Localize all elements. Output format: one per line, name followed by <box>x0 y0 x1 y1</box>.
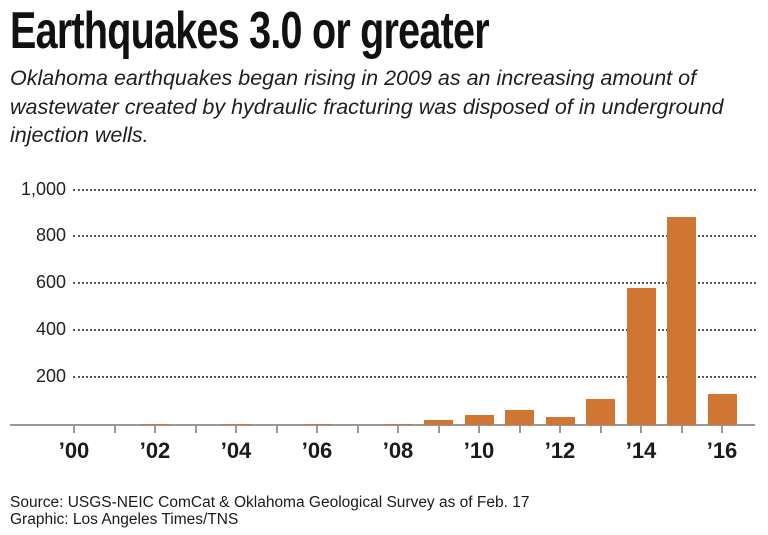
x-tick <box>356 426 359 433</box>
chart-title: Earthquakes 3.0 or greater <box>10 2 490 60</box>
credit-note: Graphic: Los Angeles Times/TNS <box>10 511 239 528</box>
x-tick-label: ’08 <box>382 438 414 463</box>
gridline-800 <box>73 235 756 238</box>
x-tick <box>397 426 399 433</box>
x-tick <box>235 426 237 433</box>
x-tick <box>437 426 440 433</box>
bar-2004 <box>221 423 251 425</box>
x-tick <box>721 426 723 433</box>
bar-2011 <box>505 410 534 425</box>
x-tick <box>154 426 156 433</box>
y-tick-label: 400 <box>35 319 66 340</box>
y-tick-label: 200 <box>35 366 66 387</box>
bar-2014 <box>626 288 656 425</box>
source-note: Source: USGS-NEIC ComCat & Oklahoma Geol… <box>10 494 530 511</box>
x-tick-label: ’02 <box>139 438 171 463</box>
bar-2006 <box>302 423 332 425</box>
bar-2010 <box>464 415 494 425</box>
y-tick-label: 1,000 <box>20 178 66 199</box>
x-tick <box>680 426 683 433</box>
chart-footer: Source: USGS-NEIC ComCat & Oklahoma Geol… <box>10 494 529 528</box>
x-tick <box>599 426 602 433</box>
bar-2013 <box>586 399 615 425</box>
x-tick <box>559 426 561 433</box>
x-tick <box>518 426 521 433</box>
x-tick-label: ’10 <box>463 438 495 463</box>
bar-2016 <box>707 394 737 425</box>
x-tick-label: ’04 <box>220 438 252 463</box>
x-tick-label: ’06 <box>301 438 333 463</box>
y-tick-label: 600 <box>35 272 66 293</box>
x-tick-label: ’12 <box>544 438 576 463</box>
bar-2012 <box>545 416 575 425</box>
x-tick-label: ’14 <box>625 438 657 463</box>
x-axis-line <box>10 424 755 426</box>
x-tick <box>316 426 318 433</box>
x-tick-label: ’16 <box>706 438 738 463</box>
x-tick <box>73 426 75 433</box>
x-tick <box>275 426 278 433</box>
bar-2008 <box>383 423 413 425</box>
x-tick <box>113 426 116 433</box>
gridline-400 <box>73 329 756 332</box>
x-tick-label: ’00 <box>58 438 90 463</box>
bar-2002 <box>140 423 170 425</box>
bar-2009 <box>424 420 453 425</box>
gridline-200 <box>73 376 756 379</box>
y-tick-label: 800 <box>35 225 66 246</box>
gridline-1000 <box>73 188 756 191</box>
gridline-600 <box>73 282 756 285</box>
x-tick <box>478 426 480 433</box>
bar-2015 <box>667 216 696 425</box>
x-tick <box>640 426 642 433</box>
chart-subtitle: Oklahoma earthquakes began rising in 200… <box>10 66 724 147</box>
x-tick <box>194 426 197 433</box>
